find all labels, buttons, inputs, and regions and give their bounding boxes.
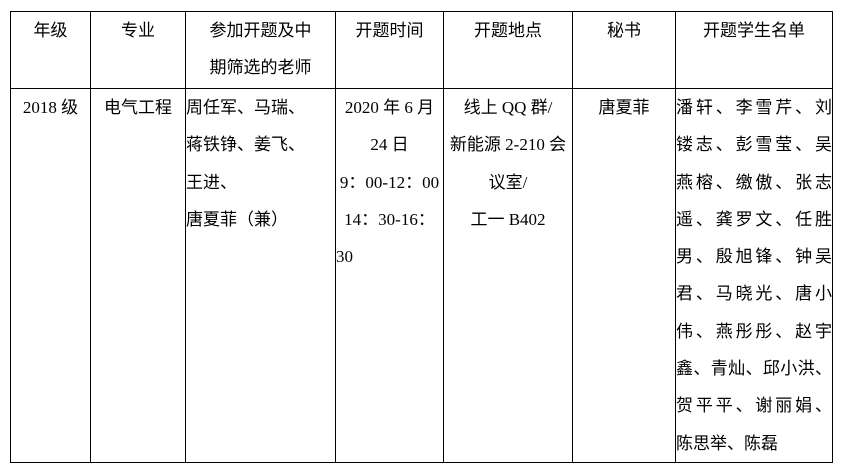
- students-line: 遥、龚罗文、任胜: [676, 209, 832, 229]
- time-line: 2020 年 6 月: [344, 98, 435, 117]
- header-teachers-line2: 期筛选的老师: [209, 58, 312, 77]
- header-grade: 年级: [10, 11, 91, 89]
- time-line: 30: [336, 247, 354, 267]
- cell-secretary: 唐夏菲: [572, 88, 676, 463]
- students-line: 鑫、青灿、邱小洪、: [676, 359, 832, 379]
- teachers-line: 蒋铁铮、姜飞、: [186, 135, 306, 155]
- time-line: 24 日: [370, 135, 409, 155]
- location-line: 工一 B402: [470, 209, 546, 229]
- cell-time: 2020 年 6 月 24 日 9：00-12：00 14：30-16： 30: [335, 88, 444, 463]
- cell-teachers: 周任军、马瑞、 蒋铁铮、姜飞、 王进、 唐夏菲（兼）: [185, 88, 336, 463]
- table-header-row: 年级 专业 参加开题及中 期筛选的老师 开题时间 开题地点 秘书 开题学生名单: [10, 11, 833, 89]
- thesis-proposal-schedule-table: 年级 专业 参加开题及中 期筛选的老师 开题时间 开题地点 秘书 开题学生名单 …: [10, 11, 833, 463]
- location-line: 议室/: [488, 172, 528, 192]
- time-line: 9：00-12：00: [339, 172, 440, 192]
- cell-location: 线上 QQ 群/ 新能源 2-210 会 议室/ 工一 B402: [443, 88, 573, 463]
- header-major: 专业: [90, 11, 186, 89]
- header-students: 开题学生名单: [675, 11, 833, 89]
- header-secretary: 秘书: [572, 11, 676, 89]
- students-line: 男、殷旭锋、钟吴: [676, 247, 832, 267]
- location-line: 线上 QQ 群/: [463, 98, 553, 117]
- students-line: 镂志、彭雪莹、吴: [676, 135, 832, 155]
- header-teachers-line1: 参加开题及中: [209, 21, 312, 40]
- location-line: 新能源 2-210 会: [449, 135, 567, 155]
- teachers-line: 王进、: [186, 172, 238, 192]
- students-line: 君、马晓光、唐小: [676, 284, 832, 304]
- header-time: 开题时间: [335, 11, 444, 89]
- students-line: 陈思举、陈磊: [676, 433, 779, 453]
- teachers-line: 周任军、马瑞、: [186, 98, 306, 117]
- header-teachers: 参加开题及中 期筛选的老师: [185, 11, 336, 89]
- table-data-row: 2018 级 电气工程 周任军、马瑞、 蒋铁铮、姜飞、 王进、 唐夏菲（兼） 2…: [10, 88, 833, 463]
- cell-major: 电气工程: [90, 88, 186, 463]
- students-line: 燕榕、缴傲、张志: [676, 172, 832, 192]
- header-location: 开题地点: [443, 11, 573, 89]
- students-line: 伟、燕彤彤、赵宇: [676, 321, 832, 341]
- students-line: 贺平平、谢丽娟、: [676, 396, 832, 416]
- cell-grade: 2018 级: [10, 88, 91, 463]
- time-line: 14：30-16：: [344, 209, 435, 229]
- teachers-line: 唐夏菲（兼）: [186, 209, 289, 229]
- students-line: 潘轩、李雪芹、刘: [676, 98, 832, 117]
- cell-students: 潘轩、李雪芹、刘 镂志、彭雪莹、吴 燕榕、缴傲、张志 遥、龚罗文、任胜 男、殷旭…: [675, 88, 833, 463]
